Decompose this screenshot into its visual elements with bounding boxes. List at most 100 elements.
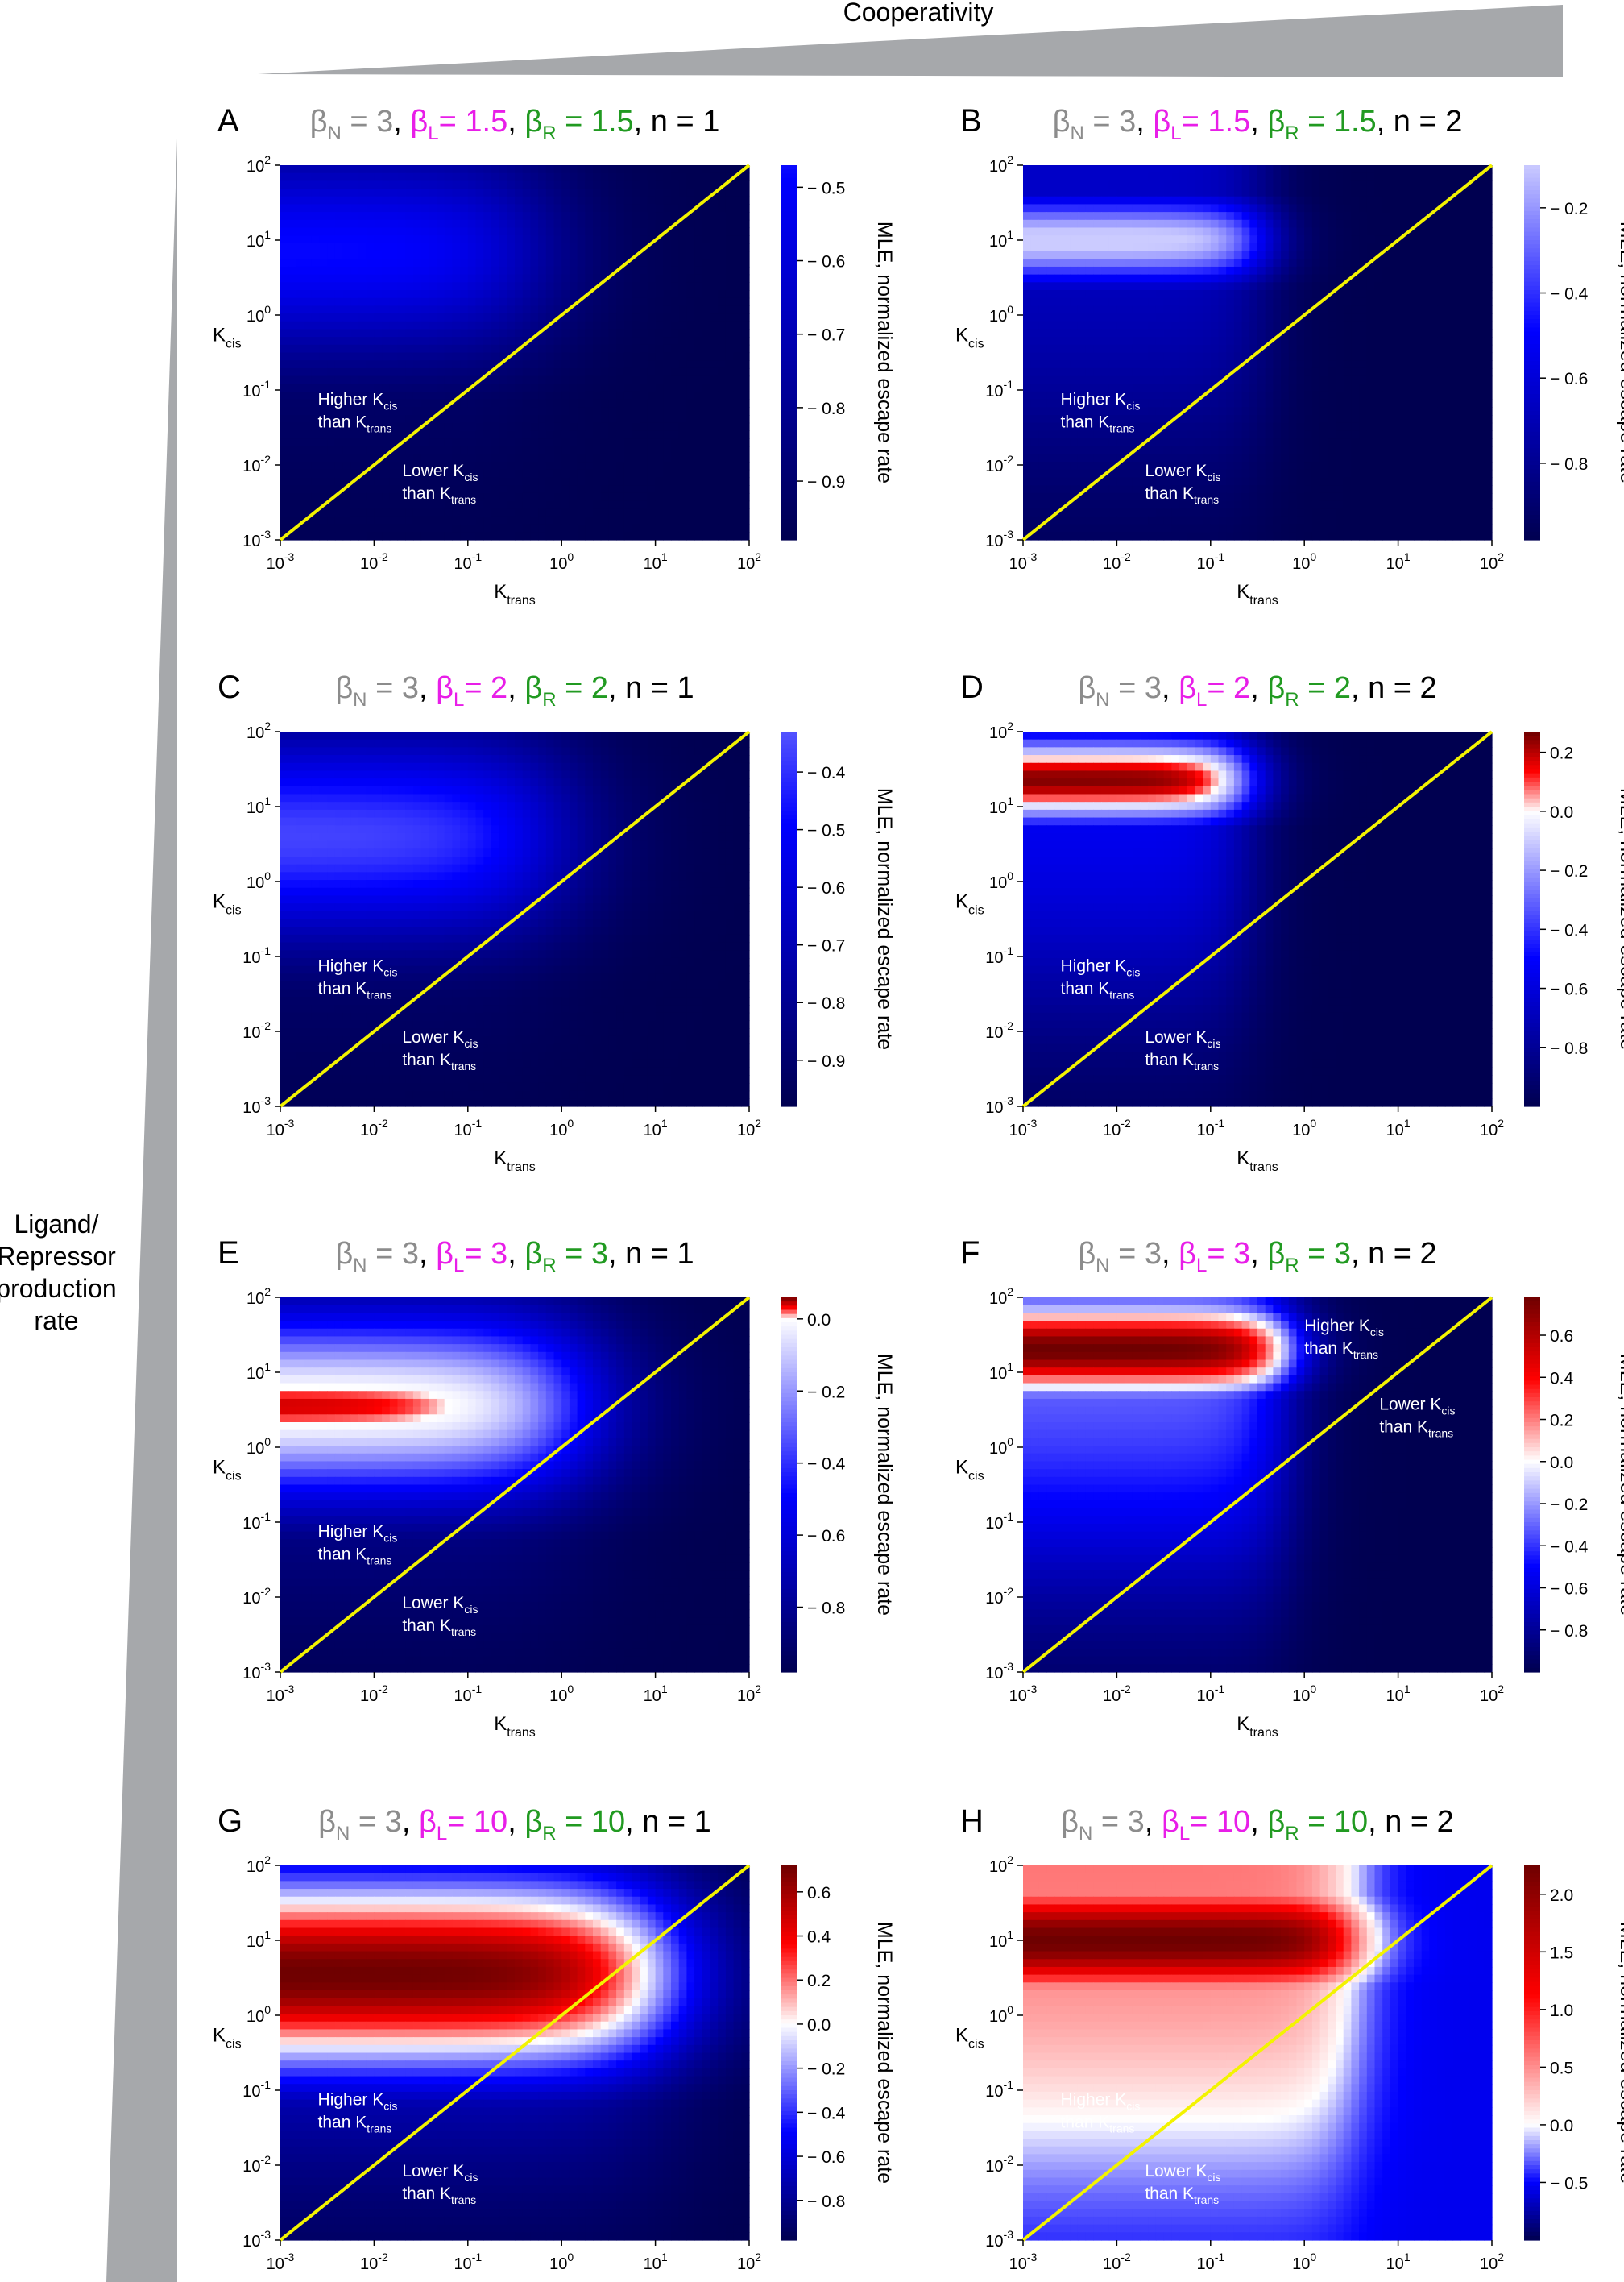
heatmap-cell <box>296 501 304 509</box>
heatmap-cell <box>570 290 578 298</box>
heatmap-cell <box>1320 235 1328 243</box>
heatmap-cell <box>734 235 742 243</box>
heatmap-cell <box>327 267 335 275</box>
heatmap-cell <box>491 251 499 259</box>
heatmap-cell <box>1382 197 1390 205</box>
heatmap-cell <box>1328 259 1336 267</box>
heatmap-cell <box>460 423 468 431</box>
heatmap-cell <box>280 267 288 275</box>
heatmap-cell <box>538 204 546 212</box>
heatmap-cell <box>483 282 491 290</box>
heatmap-cell <box>390 485 398 493</box>
heatmap-cell <box>640 305 648 313</box>
colorbar-segment <box>781 519 798 524</box>
heatmap-cell <box>601 251 609 259</box>
heatmap-cell <box>718 345 726 353</box>
heatmap-cell <box>585 337 593 345</box>
heatmap-cell <box>734 220 742 228</box>
heatmap-cell <box>367 438 375 446</box>
heatmap-cell <box>507 493 515 501</box>
heatmap-cell <box>530 376 538 384</box>
heatmap-cell <box>1063 189 1071 197</box>
heatmap-cell <box>1273 212 1281 220</box>
heatmap-cell <box>578 508 586 517</box>
heatmap-cell <box>429 446 437 454</box>
heatmap-cell <box>515 212 523 220</box>
heatmap-cell <box>640 298 648 306</box>
heatmap-cell <box>312 517 320 525</box>
heatmap-cell <box>350 305 358 313</box>
y-tick-label: 100 <box>246 303 271 326</box>
heatmap-cell <box>296 313 304 322</box>
heatmap-cell <box>679 180 687 189</box>
heatmap-cell <box>523 204 531 212</box>
heatmap-cell <box>1219 189 1227 197</box>
heatmap-cell <box>578 446 586 454</box>
heatmap-cell <box>1328 228 1336 236</box>
heatmap-cell <box>694 173 702 181</box>
heatmap-cell <box>390 275 398 283</box>
heatmap-cell <box>437 525 445 533</box>
heatmap-cell <box>382 376 390 384</box>
heatmap-cell <box>718 235 726 243</box>
heatmap-cell <box>1289 165 1297 173</box>
heatmap-cell <box>382 329 390 337</box>
heatmap-cell <box>624 220 632 228</box>
heatmap-cell <box>296 259 304 267</box>
heatmap-cell <box>1109 165 1117 173</box>
heatmap-cell <box>648 485 656 493</box>
heatmap-cell <box>538 470 546 478</box>
heatmap-cell <box>445 298 453 306</box>
heatmap-cell <box>398 180 406 189</box>
heatmap-cell <box>413 368 421 376</box>
cooperativity-label: Cooperativity <box>843 0 994 27</box>
heatmap-cell <box>296 329 304 337</box>
heatmap-cell <box>460 415 468 423</box>
heatmap-cell <box>358 313 367 322</box>
heatmap-cell <box>1234 212 1242 220</box>
heatmap-cell <box>538 353 546 361</box>
heatmap-cell <box>483 517 491 525</box>
heatmap-cell <box>382 220 390 228</box>
heatmap-cell <box>734 322 742 330</box>
heatmap-cell <box>358 165 367 173</box>
heatmap-cell <box>413 204 421 212</box>
heatmap-cell <box>1469 189 1477 197</box>
heatmap-cell <box>561 501 570 509</box>
heatmap-cell <box>1093 204 1101 212</box>
heatmap-cell <box>296 360 304 368</box>
heatmap-cell <box>335 322 343 330</box>
heatmap-cell <box>483 493 491 501</box>
heatmap-cell <box>1109 259 1117 267</box>
heatmap-cell <box>694 525 702 533</box>
heatmap-cell <box>726 235 734 243</box>
heatmap-cell <box>367 360 375 368</box>
heatmap-cell <box>429 204 437 212</box>
heatmap-cell <box>452 212 460 220</box>
colorbar-segment <box>781 307 798 312</box>
heatmap-cell <box>1179 220 1187 228</box>
heatmap-cell <box>437 376 445 384</box>
colorbar-segment <box>781 440 798 445</box>
heatmap-cell <box>288 470 296 478</box>
heatmap-cell <box>1078 235 1086 243</box>
heatmap-cell <box>671 415 679 423</box>
heatmap-cell <box>320 478 328 486</box>
heatmap-cell <box>312 228 320 236</box>
heatmap-cell <box>382 235 390 243</box>
heatmap-cell <box>390 478 398 486</box>
heatmap-cell <box>616 220 624 228</box>
heatmap-cell <box>320 337 328 345</box>
heatmap-cell <box>679 173 687 181</box>
heatmap-cell <box>367 368 375 376</box>
heatmap-cell <box>1023 197 1031 205</box>
heatmap-cell <box>288 189 296 197</box>
heatmap-cell <box>686 329 694 337</box>
heatmap-cell <box>460 508 468 517</box>
heatmap-cell <box>1226 197 1234 205</box>
heatmap-cell <box>741 376 749 384</box>
heatmap-cell <box>1460 165 1469 173</box>
heatmap-cell <box>1484 251 1492 259</box>
heatmap-cell <box>1390 251 1398 259</box>
heatmap-cell <box>1453 251 1461 259</box>
